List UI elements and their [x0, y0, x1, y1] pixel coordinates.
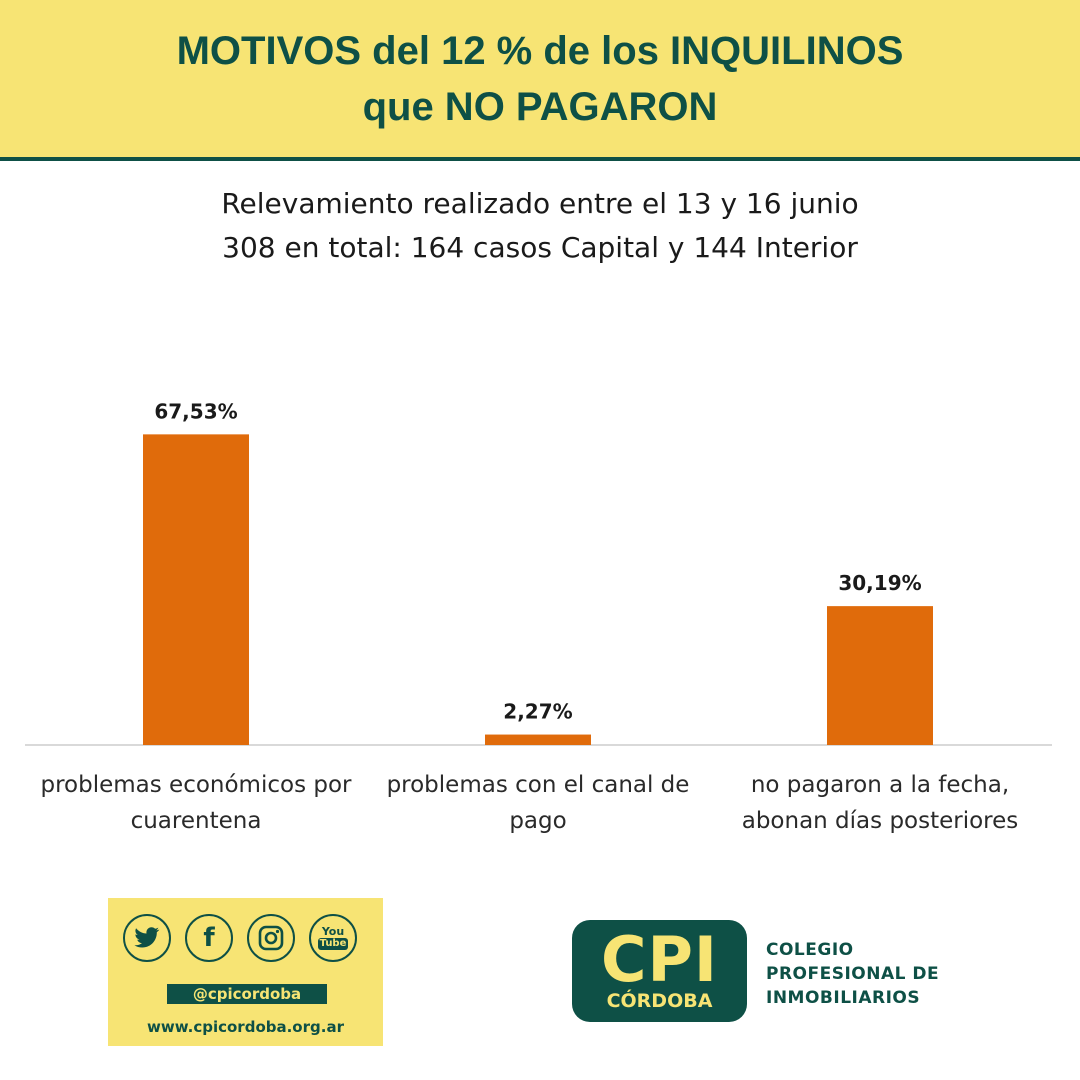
bar-1: [143, 434, 249, 745]
value-label-3: 30,19%: [838, 571, 921, 595]
bar-chart: 67,53% problemas económicos por cuarentena…: [25, 399, 1052, 834]
cpi-logo: CPI CÓRDOBA: [572, 920, 747, 1022]
category-label-1-line-2: cuarentena: [131, 808, 262, 834]
facebook-glyph: f: [203, 923, 215, 953]
social-handle[interactable]: @cpicordoba: [167, 984, 327, 1004]
logo-main-text: CPI: [600, 923, 718, 996]
twitter-icon[interactable]: [123, 914, 171, 962]
logo-sub-text: CÓRDOBA: [606, 990, 713, 1012]
youtube-icon[interactable]: You Tube: [309, 914, 357, 962]
org-line-3: INMOBILIARIOS: [766, 988, 921, 1008]
org-line-2: PROFESIONAL DE: [766, 964, 940, 984]
category-label-2-line-1: problemas con el canal de: [387, 772, 690, 798]
website-link[interactable]: www.cpicordoba.org.ar: [147, 1018, 344, 1036]
category-label-3-line-1: no pagaron a la fecha,: [751, 772, 1009, 798]
social-icons: f You Tube: [123, 914, 357, 962]
org-name: COLEGIO PROFESIONAL DE INMOBILIARIOS: [766, 938, 939, 1010]
value-label-1: 67,53%: [154, 399, 237, 423]
category-label-3: no pagaron a la fecha, abonan días poster…: [742, 772, 1019, 834]
header-banner: MOTIVOS del 12 % de los INQUILINOS que N…: [0, 0, 1080, 161]
bar-2: [485, 734, 591, 745]
category-label-2-line-2: pago: [509, 808, 566, 834]
youtube-text-bottom: Tube: [317, 938, 349, 950]
subtitle-line-1: Relevamiento realizado entre el 13 y 16 …: [221, 187, 859, 220]
org-line-1: COLEGIO: [766, 940, 854, 960]
subtitle-line-2: 308 en total: 164 casos Capital y 144 In…: [222, 231, 858, 264]
title-line-2: que NO PAGARON: [362, 84, 718, 129]
category-label-1-line-1: problemas económicos por: [40, 772, 352, 798]
youtube-text-top: You: [321, 925, 345, 938]
category-label-2: problemas con el canal de pago: [387, 772, 690, 834]
value-label-2: 2,27%: [503, 700, 572, 724]
category-label-3-line-2: abonan días posteriores: [742, 808, 1019, 834]
title-line-1: MOTIVOS del 12 % de los INQUILINOS: [176, 28, 904, 73]
bar-3: [827, 606, 933, 745]
subtitle: Relevamiento realizado entre el 13 y 16 …: [0, 182, 1080, 270]
category-label-1: problemas económicos por cuarentena: [40, 772, 352, 834]
instagram-icon[interactable]: [247, 914, 295, 962]
facebook-icon[interactable]: f: [185, 914, 233, 962]
social-box: f You Tube @cpicordoba www.cpicordoba.or…: [108, 898, 383, 1046]
